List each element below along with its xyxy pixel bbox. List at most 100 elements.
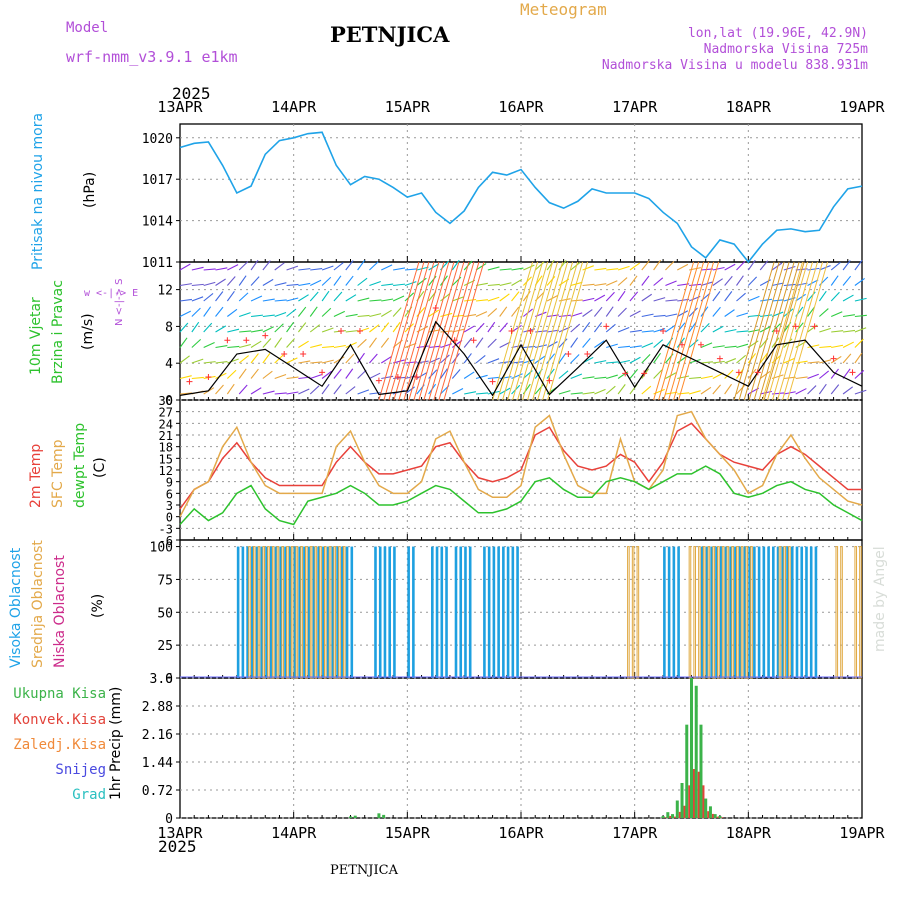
wind-arrow <box>239 343 251 349</box>
wind-arrow <box>262 278 274 286</box>
mid-cloud-bar <box>717 546 720 679</box>
precip-bar-total <box>713 814 717 818</box>
wind-arrow <box>191 296 204 302</box>
temp-line-2m <box>179 422 862 510</box>
precip-bar-total <box>718 816 722 818</box>
wind-arrow <box>570 323 581 333</box>
high-cloud-bar <box>748 546 751 678</box>
mid-cloud-bar <box>636 546 640 679</box>
precip-bar-convective <box>664 817 667 818</box>
wind-arrow <box>321 276 332 286</box>
precip-ytick-label: 0.72 <box>142 784 173 799</box>
wind-arrow <box>783 265 796 271</box>
mid-cloud-bar <box>740 546 744 679</box>
wind-gust-marker <box>413 374 420 380</box>
wind-arrow <box>594 376 607 380</box>
wind-gust-marker <box>338 328 345 334</box>
mid-cloud-bar <box>627 546 630 679</box>
wind-gust-marker <box>205 374 212 380</box>
wind-arrow <box>250 340 262 348</box>
precip-bar-total <box>675 800 679 818</box>
wind-arrow <box>712 278 723 286</box>
high-cloud-bar <box>715 546 718 678</box>
wind-gust-marker <box>262 332 269 339</box>
wind-arrow <box>286 308 297 317</box>
wind-arrow <box>250 295 263 302</box>
wind-gust-hatch <box>517 261 559 401</box>
mid-cloud-bar <box>323 546 327 679</box>
time-label-top: 18APR <box>726 98 772 116</box>
temp-unit: (C) <box>92 457 108 478</box>
wind-arrow <box>558 390 571 395</box>
temp-label-1: 2m Temp <box>28 443 44 508</box>
wind-arrow <box>629 275 638 286</box>
temp-label-2: SFC Temp <box>50 439 66 508</box>
pressure-ytick-label: 1020 <box>142 132 173 147</box>
wind-gust-marker <box>716 355 723 362</box>
wind-arrow <box>819 345 832 349</box>
wind-arrow <box>700 322 710 333</box>
wind-gust-hatch <box>403 261 445 401</box>
wind-arrow <box>641 353 651 364</box>
wind-arrow <box>404 386 415 395</box>
wind-speed-line <box>179 320 863 397</box>
wind-arrow <box>606 343 618 349</box>
wind-arrow <box>641 385 652 395</box>
high-cloud-bar <box>767 546 770 678</box>
pressure-ytick-label: 1017 <box>142 173 173 188</box>
wind-gust-marker <box>773 328 780 334</box>
wind-arrow <box>499 282 512 287</box>
wind-arrow <box>617 327 630 333</box>
wind-arrow <box>226 290 235 302</box>
temp-ytick-label: 27 <box>159 406 173 420</box>
mid-cloud-bar <box>276 546 280 679</box>
wind-arrow <box>298 268 311 271</box>
wind-arrow <box>464 314 477 318</box>
wind-ytick-label: 0 <box>165 394 173 409</box>
wind-arrow <box>381 309 392 317</box>
wind-arrow <box>842 368 851 379</box>
wind-gust-hatch <box>413 261 455 401</box>
wind-arrow <box>830 311 843 318</box>
wind-gust-marker <box>508 328 515 334</box>
wind-arrow <box>605 291 615 302</box>
wind-arrow <box>416 277 427 286</box>
wind-arrow <box>475 337 484 348</box>
wind-arrow <box>475 322 485 333</box>
wind-arrow <box>605 323 616 333</box>
wind-arrow <box>345 353 355 364</box>
wind-arrow <box>250 329 263 333</box>
high-cloud-bar <box>468 546 472 678</box>
wind-arrow <box>215 372 227 379</box>
wind-label-1: 10m Vjetar <box>28 297 44 375</box>
wind-arrow <box>830 368 839 379</box>
wind-arrow <box>807 279 819 286</box>
high-cloud-bar <box>502 546 505 678</box>
temp-ytick-label: 6 <box>166 487 173 501</box>
high-cloud-bar <box>312 546 316 678</box>
wind-arrow <box>558 314 571 318</box>
wind-arrow <box>357 369 367 379</box>
year-bottom: 2025 <box>158 837 197 856</box>
wind-arrow <box>380 356 392 364</box>
wind-arrow <box>238 292 249 302</box>
high-cloud-bar <box>743 546 747 678</box>
model-name: wrf-nmm_v3.9.1 e1km <box>66 48 238 66</box>
wind-arrow <box>451 369 461 379</box>
wind-arrow <box>747 276 758 286</box>
wind-arrow <box>676 337 685 348</box>
wind-arrow <box>226 276 236 286</box>
wind-arrow <box>854 370 865 379</box>
wind-arrow <box>357 297 370 302</box>
wind-arrow <box>298 282 311 287</box>
high-cloud-bar <box>241 546 245 678</box>
high-cloud-bar <box>734 546 737 678</box>
wind-arrow <box>594 267 607 271</box>
wind-arrow <box>605 306 614 317</box>
wind-arrow <box>440 293 451 302</box>
wind-arrow <box>842 341 855 348</box>
wind-arrow <box>215 384 224 395</box>
wind-arrow <box>759 260 769 271</box>
high-cloud-bar <box>786 546 789 678</box>
wind-arrow <box>262 260 271 271</box>
